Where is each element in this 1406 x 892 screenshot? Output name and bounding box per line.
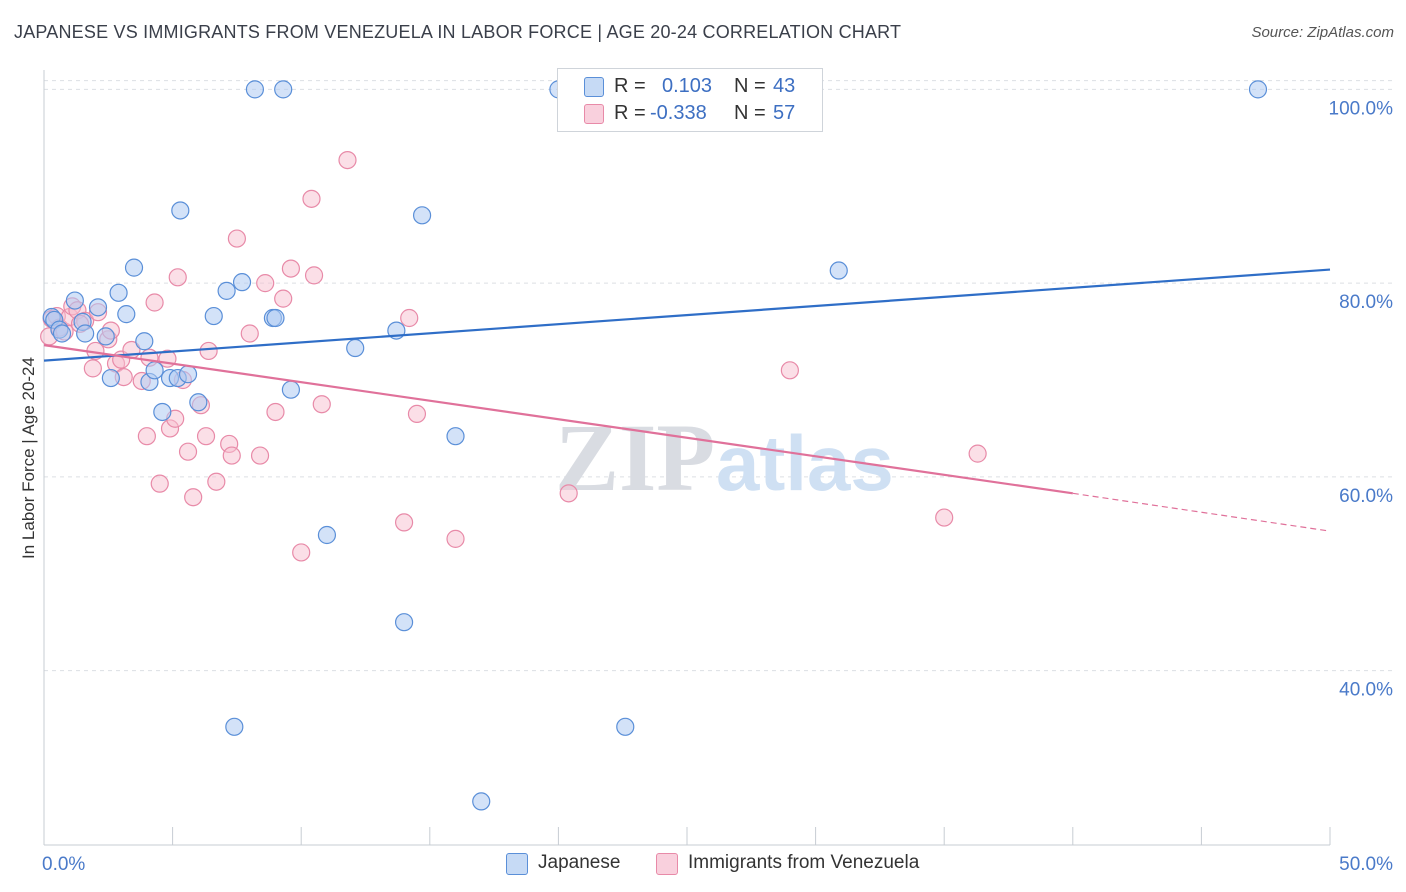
y-tick-label: 80.0%: [1339, 292, 1393, 313]
japanese-point: [88, 298, 108, 317]
japanese-point: [52, 324, 72, 343]
venezuela-trend-line: [43, 344, 1073, 495]
japanese-point: [274, 80, 293, 99]
venezuela-point: [145, 293, 164, 312]
venezuela-point: [338, 150, 357, 170]
venezuela-point: [281, 259, 301, 278]
venezuela-point: [178, 442, 198, 461]
japanese-point: [1248, 80, 1268, 99]
japanese-point: [96, 327, 115, 346]
venezuela-point: [150, 474, 169, 493]
venezuela-point: [199, 341, 218, 361]
venezuela-point: [137, 427, 156, 446]
correlation-legend: R = 0.103 N = 43 R = -0.338 N = 57: [557, 68, 823, 132]
venezuela-point: [968, 444, 987, 463]
n-value: 57: [773, 102, 796, 124]
venezuela-point: [935, 508, 954, 527]
venezuela-point: [207, 472, 226, 491]
japanese-legend-swatch: [506, 853, 528, 875]
gridlines: [44, 80, 1393, 672]
venezuela-point: [274, 289, 293, 308]
venezuela-point: [292, 543, 311, 562]
japanese-legend-label: Japanese: [538, 852, 621, 873]
japanese-point: [101, 368, 120, 388]
japanese-point: [232, 273, 252, 292]
venezuela-point: [559, 484, 578, 503]
y-tick-label: 40.0%: [1339, 680, 1393, 701]
tick-labels: 40.0% 60.0% 80.0% 100.0% 0.0% 50.0%: [42, 98, 1393, 875]
japanese-point: [76, 324, 95, 343]
venezuela-point: [780, 361, 799, 380]
watermark-zip: ZIP: [555, 404, 715, 511]
japanese-point: [412, 206, 432, 225]
venezuela-legend-label: Immigrants from Venezuela: [688, 852, 920, 873]
japanese-point: [266, 308, 285, 328]
japanese-points: [42, 80, 1268, 811]
venezuela-point: [394, 513, 414, 532]
venezuela-point: [446, 529, 465, 548]
venezuela-point: [407, 404, 427, 424]
venezuela-point: [302, 189, 321, 208]
venezuela-swatch: [584, 104, 604, 124]
japanese-point: [346, 338, 365, 358]
r-label: R =: [614, 102, 646, 124]
japanese-point: [171, 201, 190, 220]
r-value: 0.103: [662, 75, 713, 97]
venezuela-point: [266, 402, 285, 422]
r-label: R =: [614, 75, 646, 97]
axes: [43, 70, 1331, 846]
japanese-point: [225, 717, 244, 736]
y-tick-label: 100.0%: [1329, 98, 1394, 119]
venezuela-point: [312, 395, 331, 414]
japanese-point: [317, 525, 337, 545]
japanese-point: [245, 80, 265, 99]
japanese-point: [124, 258, 144, 277]
japanese-point: [204, 306, 223, 326]
trend-lines: [43, 268, 1331, 532]
japanese-trend-line: [43, 268, 1331, 362]
venezuela-legend-swatch: [656, 853, 678, 875]
japanese-point: [281, 380, 301, 399]
japanese-point: [616, 717, 635, 736]
venezuela-point: [222, 446, 241, 465]
venezuela-point: [227, 229, 246, 248]
japanese-point: [145, 361, 164, 380]
japanese-point: [446, 427, 465, 446]
venezuela-point: [83, 359, 102, 378]
x-tick-label: 0.0%: [42, 854, 85, 875]
venezuela-point: [184, 488, 203, 507]
venezuela-point: [168, 268, 187, 287]
n-label: N =: [734, 102, 766, 124]
venezuela-point: [240, 324, 259, 343]
japanese-point: [65, 291, 84, 310]
x-tick-label: 50.0%: [1339, 854, 1393, 875]
japanese-point: [394, 613, 414, 632]
r-value: -0.338: [650, 102, 707, 124]
japanese-point: [117, 305, 136, 324]
venezuela-point: [400, 308, 419, 328]
japanese-point: [472, 792, 491, 811]
venezuela-point: [250, 446, 270, 465]
japanese-swatch: [584, 77, 604, 97]
japanese-point: [217, 281, 236, 300]
venezuela-trend-extension: [1072, 492, 1331, 532]
n-label: N =: [734, 75, 766, 97]
japanese-point: [135, 332, 154, 351]
y-tick-label: 60.0%: [1339, 486, 1393, 507]
n-value: 43: [773, 75, 796, 97]
japanese-point: [153, 402, 172, 422]
chart-title: JAPANESE VS IMMIGRANTS FROM VENEZUELA IN…: [14, 22, 902, 42]
japanese-point: [189, 393, 208, 412]
venezuela-points: [40, 150, 987, 562]
source-credit: Source: ZipAtlas.com: [1251, 24, 1394, 41]
venezuela-point: [256, 274, 275, 293]
venezuela-point: [196, 427, 216, 446]
venezuela-point: [304, 266, 324, 285]
y-axis-label: In Labor Force | Age 20-24: [19, 357, 38, 559]
japanese-point: [829, 261, 848, 280]
japanese-point: [109, 283, 128, 302]
japanese-point: [178, 365, 198, 384]
